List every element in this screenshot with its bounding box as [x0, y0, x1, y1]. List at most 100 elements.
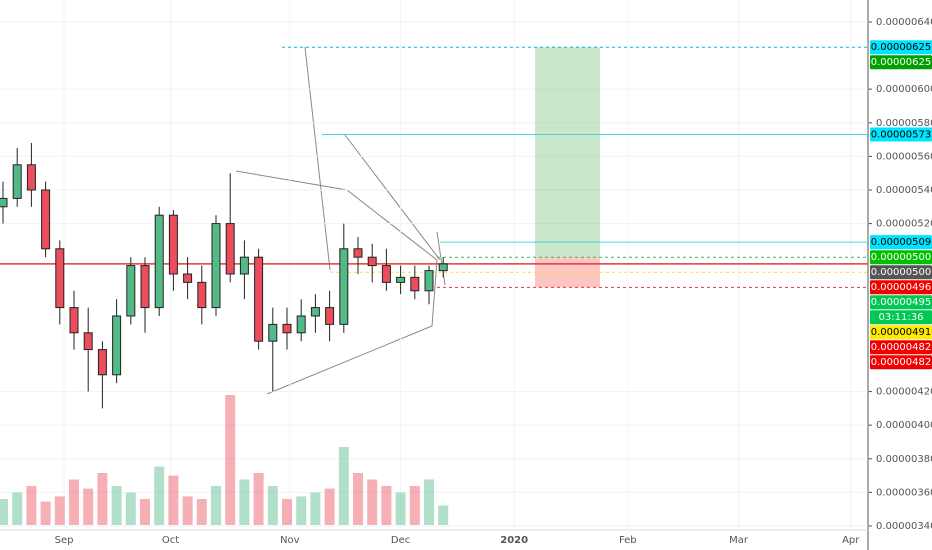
y-tick-label: 0.00000600: [876, 84, 932, 95]
x-tick-label: Oct: [162, 535, 179, 546]
price-tag-label: 0.00000500: [871, 252, 931, 263]
price-tag: [870, 280, 932, 295]
price-tag-label: 0.00000482: [871, 357, 931, 368]
volume-bar: [253, 473, 264, 525]
volume-bar: [239, 479, 250, 525]
volume-bar: [168, 475, 179, 525]
volume-bar: [338, 447, 349, 525]
candle-body: [296, 315, 306, 334]
profit-zone: [535, 47, 600, 258]
candle-body: [438, 263, 448, 272]
volume-bar: [395, 492, 406, 525]
trend-line: [344, 134, 441, 261]
y-tick-label: 0.00000380: [876, 454, 932, 465]
candle-body: [26, 164, 36, 191]
volume-bar: [324, 488, 335, 525]
y-tick-label: 0.00000520: [876, 219, 932, 230]
x-tick-label: Dec: [391, 535, 410, 546]
price-tag: [870, 310, 932, 325]
volume-bar: [409, 486, 420, 525]
volume-bar: [111, 486, 122, 525]
candle-body: [69, 307, 79, 334]
volume-bar: [0, 499, 8, 525]
candle-body: [254, 256, 264, 342]
candle-body: [268, 323, 278, 342]
volume-bar: [353, 473, 363, 525]
volume-bar: [211, 486, 221, 525]
x-tick-label: Mar: [729, 535, 749, 546]
candle-body: [12, 164, 22, 199]
volume-bar: [182, 496, 193, 525]
volume-bar: [140, 499, 150, 525]
candle-body: [41, 189, 51, 250]
x-tick-label: 2020: [500, 535, 528, 546]
candle-body: [282, 323, 292, 334]
volume-bar: [125, 492, 136, 525]
volume-bar: [424, 479, 434, 525]
candle-body: [225, 223, 235, 275]
volume-bar: [54, 496, 65, 525]
volume-bar: [282, 499, 292, 525]
candle-body: [396, 276, 406, 283]
volume-bar: [83, 488, 94, 525]
volume-bar: [196, 499, 207, 525]
price-tag: [870, 55, 932, 70]
x-tick-label: Feb: [619, 535, 637, 546]
y-tick-label: 0.00000340: [876, 521, 932, 532]
price-tag: [870, 127, 932, 142]
candle-body: [83, 332, 93, 351]
x-tick-label: Apr: [842, 535, 860, 546]
y-tick-label: 0.00000360: [876, 487, 932, 498]
volume-bar: [69, 479, 79, 525]
price-tag-label: 0.00000482: [871, 342, 931, 353]
volume-bar: [26, 486, 37, 525]
price-tag: [870, 250, 932, 265]
price-tag: [870, 295, 932, 310]
volume-bar: [438, 505, 449, 525]
y-tick-label: 0.00000560: [876, 151, 932, 162]
volume-bar: [310, 492, 321, 525]
price-tag: [870, 340, 932, 355]
y-tick-label: 0.00000420: [876, 387, 932, 398]
price-tag-label: 03:11:36: [879, 312, 924, 323]
price-tag-label: 0.00000509: [871, 237, 931, 248]
candle-body: [310, 307, 320, 317]
price-tag-label: 0.00000491: [871, 327, 931, 338]
candle-body: [112, 315, 122, 376]
candle-body: [211, 223, 221, 309]
price-tag: [870, 265, 932, 280]
candle-body: [126, 265, 136, 317]
price-tag: [870, 325, 932, 340]
candle-body: [197, 281, 207, 309]
candle-body: [97, 349, 107, 376]
candle-body: [353, 248, 363, 258]
candle-body: [183, 273, 193, 283]
price-tag-label: 0.00000573: [871, 130, 931, 141]
y-tick-label: 0.00000400: [876, 420, 932, 431]
volume-bar: [267, 486, 278, 525]
volume-bar: [225, 395, 236, 525]
volume-bar: [40, 501, 51, 525]
volume-bar: [97, 473, 108, 525]
volume-bar: [296, 496, 307, 525]
price-tag-label: 0.00000496: [871, 282, 931, 293]
candle-body: [410, 276, 420, 292]
y-tick-label: 0.00000540: [876, 185, 932, 196]
x-tick-label: Sep: [55, 535, 74, 546]
trend-line: [304, 46, 331, 271]
price-tag-label: 0.00000625: [871, 57, 931, 68]
candle-body: [239, 256, 249, 275]
price-tag-label: 0.00000495: [871, 297, 931, 308]
candle-body: [424, 270, 434, 292]
candle-body: [168, 214, 178, 275]
x-tick-label: Nov: [280, 535, 300, 546]
candle-body: [381, 265, 391, 283]
y-tick-label: 0.00000580: [876, 118, 932, 129]
price-tag-label: 0.00000625: [871, 42, 931, 53]
price-tag: [870, 235, 932, 250]
candle-body: [339, 248, 349, 325]
price-tag: [870, 355, 932, 370]
